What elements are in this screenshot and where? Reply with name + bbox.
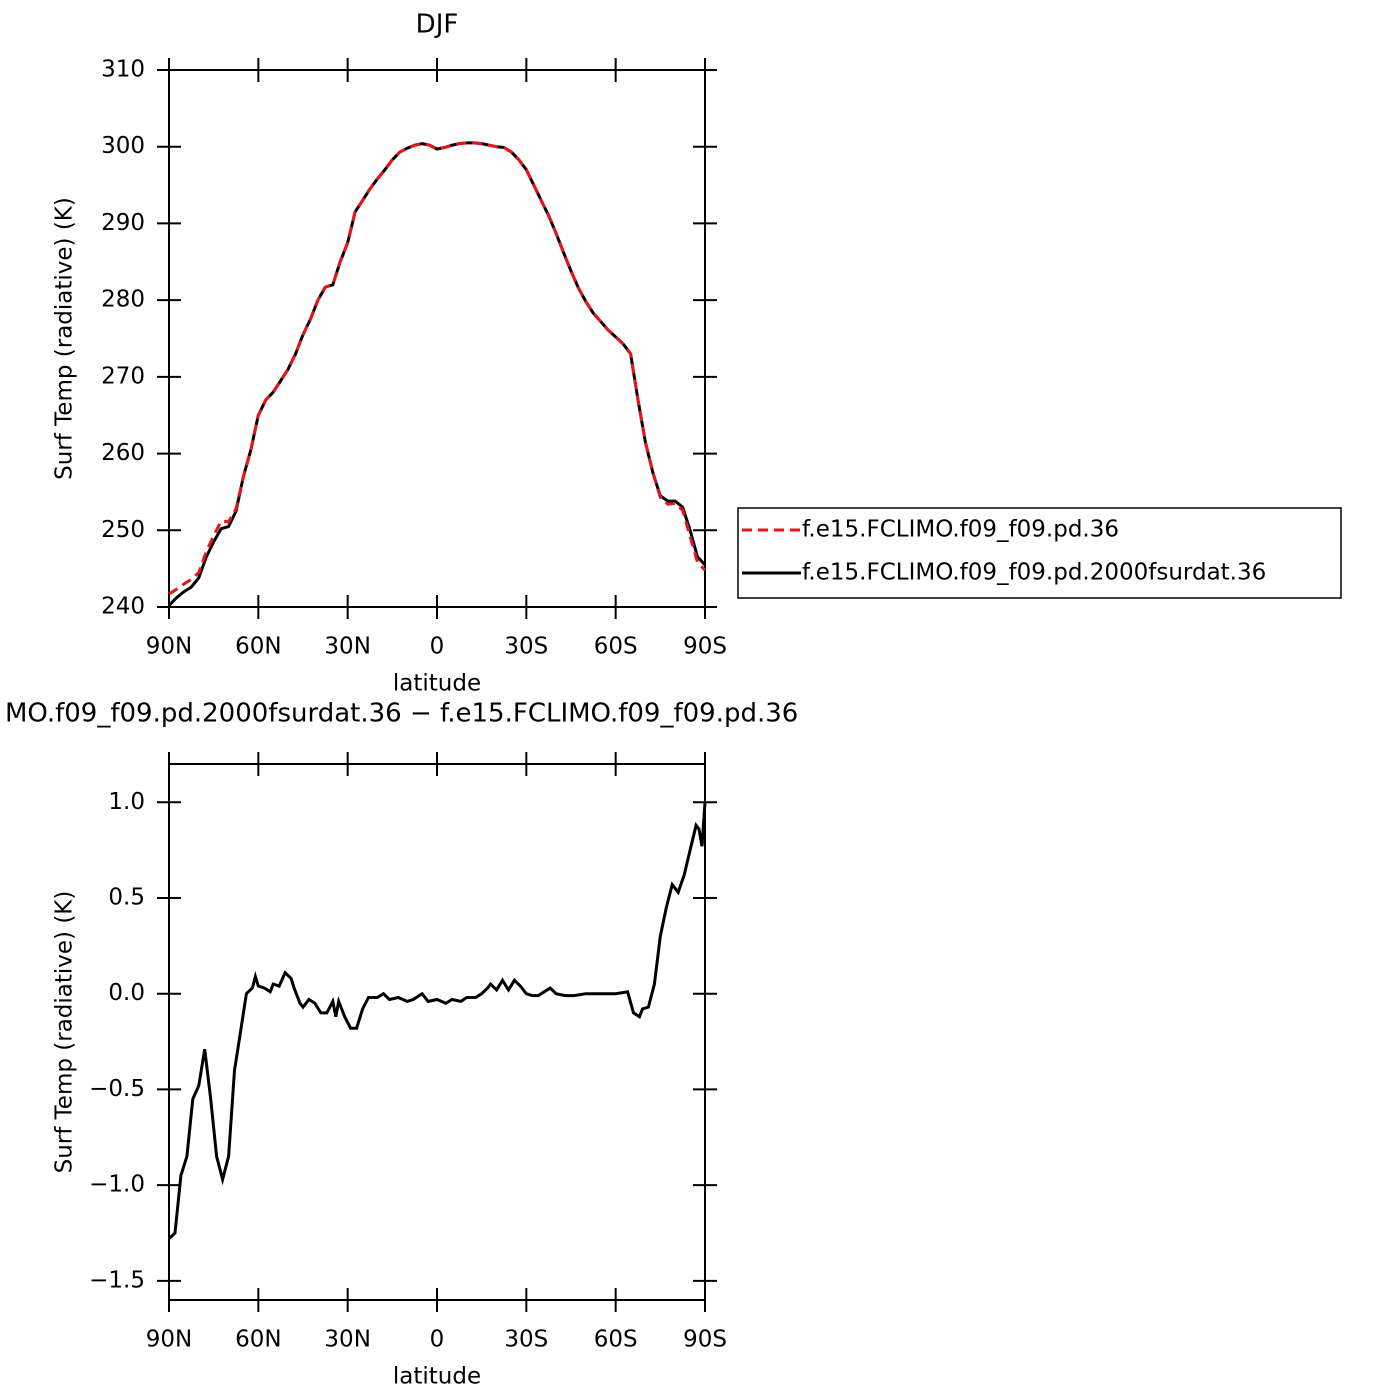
legend-label: f.e15.FCLIMO.f09_f09.pd.2000fsurdat.36 [802,560,1266,586]
data-line [168,141,707,596]
x-tick-label: 90N [146,1327,192,1353]
x-tick-label: 90S [683,1327,727,1353]
chart-title: DJF [416,10,459,40]
y-tick-label: −1.0 [89,1172,145,1198]
y-tick-label: 270 [101,363,145,389]
chart-title: MO.f09_f09.pd.2000fsurdat.36 − f.e15.FCL… [5,699,798,729]
plot-frame [168,763,706,1301]
x-axis-label: latitude [393,1364,481,1390]
y-tick-label: 1.0 [108,789,145,815]
plot-frame [168,69,706,608]
x-tick-label: 90S [683,634,727,660]
x-tick-label: 30N [324,634,370,660]
x-tick-label: 60N [235,634,281,660]
x-tick-label: 0 [430,634,445,660]
y-tick-label: 300 [101,133,145,159]
x-tick-label: 30S [504,634,548,660]
y-tick-label: 310 [101,57,145,83]
x-tick-label: 30S [504,1327,548,1353]
x-tick-label: 30N [324,1327,370,1353]
data-line [167,802,707,1240]
y-tick-label: 290 [101,210,145,236]
y-axis-label: Surf Temp (radiative) (K) [52,197,78,480]
x-tick-label: 60N [235,1327,281,1353]
y-tick-label: 260 [101,440,145,466]
y-tick-label: 0.0 [108,980,145,1006]
y-tick-label: −1.5 [89,1267,145,1293]
x-tick-label: 60S [594,634,638,660]
y-tick-label: 240 [101,594,145,620]
data-line [167,141,707,607]
x-tick-label: 0 [430,1327,445,1353]
y-tick-label: 280 [101,287,145,313]
x-axis-label: latitude [393,671,481,697]
y-tick-label: 250 [101,517,145,543]
y-tick-label: −0.5 [89,1076,145,1102]
x-tick-label: 60S [594,1327,638,1353]
y-tick-label: 0.5 [108,885,145,911]
y-axis-label: Surf Temp (radiative) (K) [52,891,78,1174]
x-tick-label: 90N [146,634,192,660]
legend-label: f.e15.FCLIMO.f09_f09.pd.36 [802,517,1119,543]
legend-box [737,507,1342,599]
